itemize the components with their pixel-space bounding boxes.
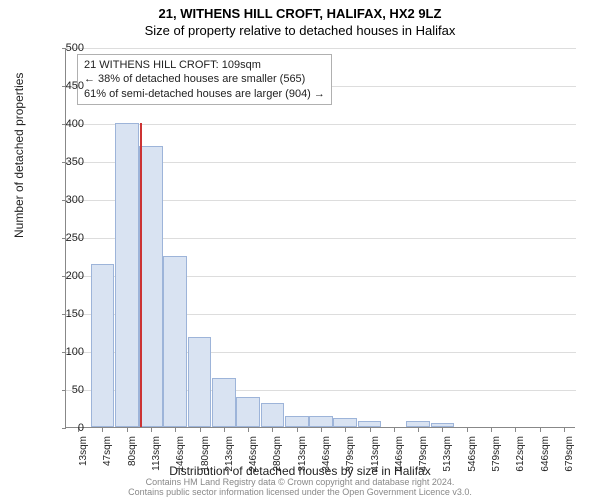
- xtick-mark: [345, 428, 346, 432]
- bar: [91, 264, 115, 427]
- credits: Contains HM Land Registry data © Crown c…: [0, 478, 600, 498]
- ytick-label: 400: [66, 118, 84, 130]
- xtick-mark: [224, 428, 225, 432]
- xtick-mark: [540, 428, 541, 432]
- plot-area: 13sqm47sqm80sqm113sqm146sqm180sqm213sqm2…: [65, 48, 575, 428]
- xtick-mark: [127, 428, 128, 432]
- bar: [261, 403, 285, 427]
- bar: [236, 397, 260, 427]
- bar: [115, 123, 139, 427]
- gridline: [66, 124, 576, 125]
- credits-line2: Contains public sector information licen…: [0, 488, 600, 498]
- legend-line3: 61% of semi-detached houses are larger (…: [84, 87, 325, 101]
- xtick-mark: [151, 428, 152, 432]
- xtick-mark: [467, 428, 468, 432]
- xtick-mark: [394, 428, 395, 432]
- xtick-mark: [200, 428, 201, 432]
- xtick-mark: [418, 428, 419, 432]
- chart-title-line2: Size of property relative to detached ho…: [0, 21, 600, 38]
- ytick-label: 250: [66, 232, 84, 244]
- xtick-mark: [370, 428, 371, 432]
- bar: [309, 416, 333, 427]
- ytick-label: 200: [66, 270, 84, 282]
- ytick-label: 500: [66, 42, 84, 54]
- xtick-mark: [272, 428, 273, 432]
- legend-line1: 21 WITHENS HILL CROFT: 109sqm: [84, 58, 325, 72]
- ytick-label: 300: [66, 194, 84, 206]
- property-marker-line: [140, 123, 142, 427]
- ytick-mark: [62, 428, 66, 429]
- gridline: [66, 48, 576, 49]
- ytick-label: 100: [66, 346, 84, 358]
- xtick-mark: [564, 428, 565, 432]
- legend-line2: ← 38% of detached houses are smaller (56…: [84, 72, 325, 86]
- plot-surface: 13sqm47sqm80sqm113sqm146sqm180sqm213sqm2…: [65, 48, 575, 428]
- ytick-label: 0: [78, 422, 84, 434]
- bar: [406, 421, 430, 427]
- xtick-mark: [442, 428, 443, 432]
- bar: [358, 421, 382, 427]
- chart-container: 21, WITHENS HILL CROFT, HALIFAX, HX2 9LZ…: [0, 0, 600, 500]
- xtick-mark: [297, 428, 298, 432]
- xtick-mark: [321, 428, 322, 432]
- xtick-mark: [515, 428, 516, 432]
- xtick-mark: [102, 428, 103, 432]
- xtick-mark: [491, 428, 492, 432]
- bar: [163, 256, 187, 427]
- x-axis-label: Distribution of detached houses by size …: [0, 464, 600, 478]
- xtick-mark: [175, 428, 176, 432]
- ytick-label: 50: [72, 384, 84, 396]
- ytick-label: 350: [66, 156, 84, 168]
- bar: [212, 378, 236, 427]
- bar: [139, 146, 163, 427]
- bar: [285, 416, 309, 427]
- bar: [431, 423, 455, 427]
- ytick-label: 450: [66, 80, 84, 92]
- bar: [333, 418, 357, 427]
- chart-title-line1: 21, WITHENS HILL CROFT, HALIFAX, HX2 9LZ: [0, 0, 600, 21]
- xtick-mark: [248, 428, 249, 432]
- ytick-mark: [62, 390, 66, 391]
- ytick-label: 150: [66, 308, 84, 320]
- bar: [188, 337, 212, 427]
- legend-box: 21 WITHENS HILL CROFT: 109sqm ← 38% of d…: [77, 54, 332, 105]
- y-axis-label: Number of detached properties: [12, 73, 26, 238]
